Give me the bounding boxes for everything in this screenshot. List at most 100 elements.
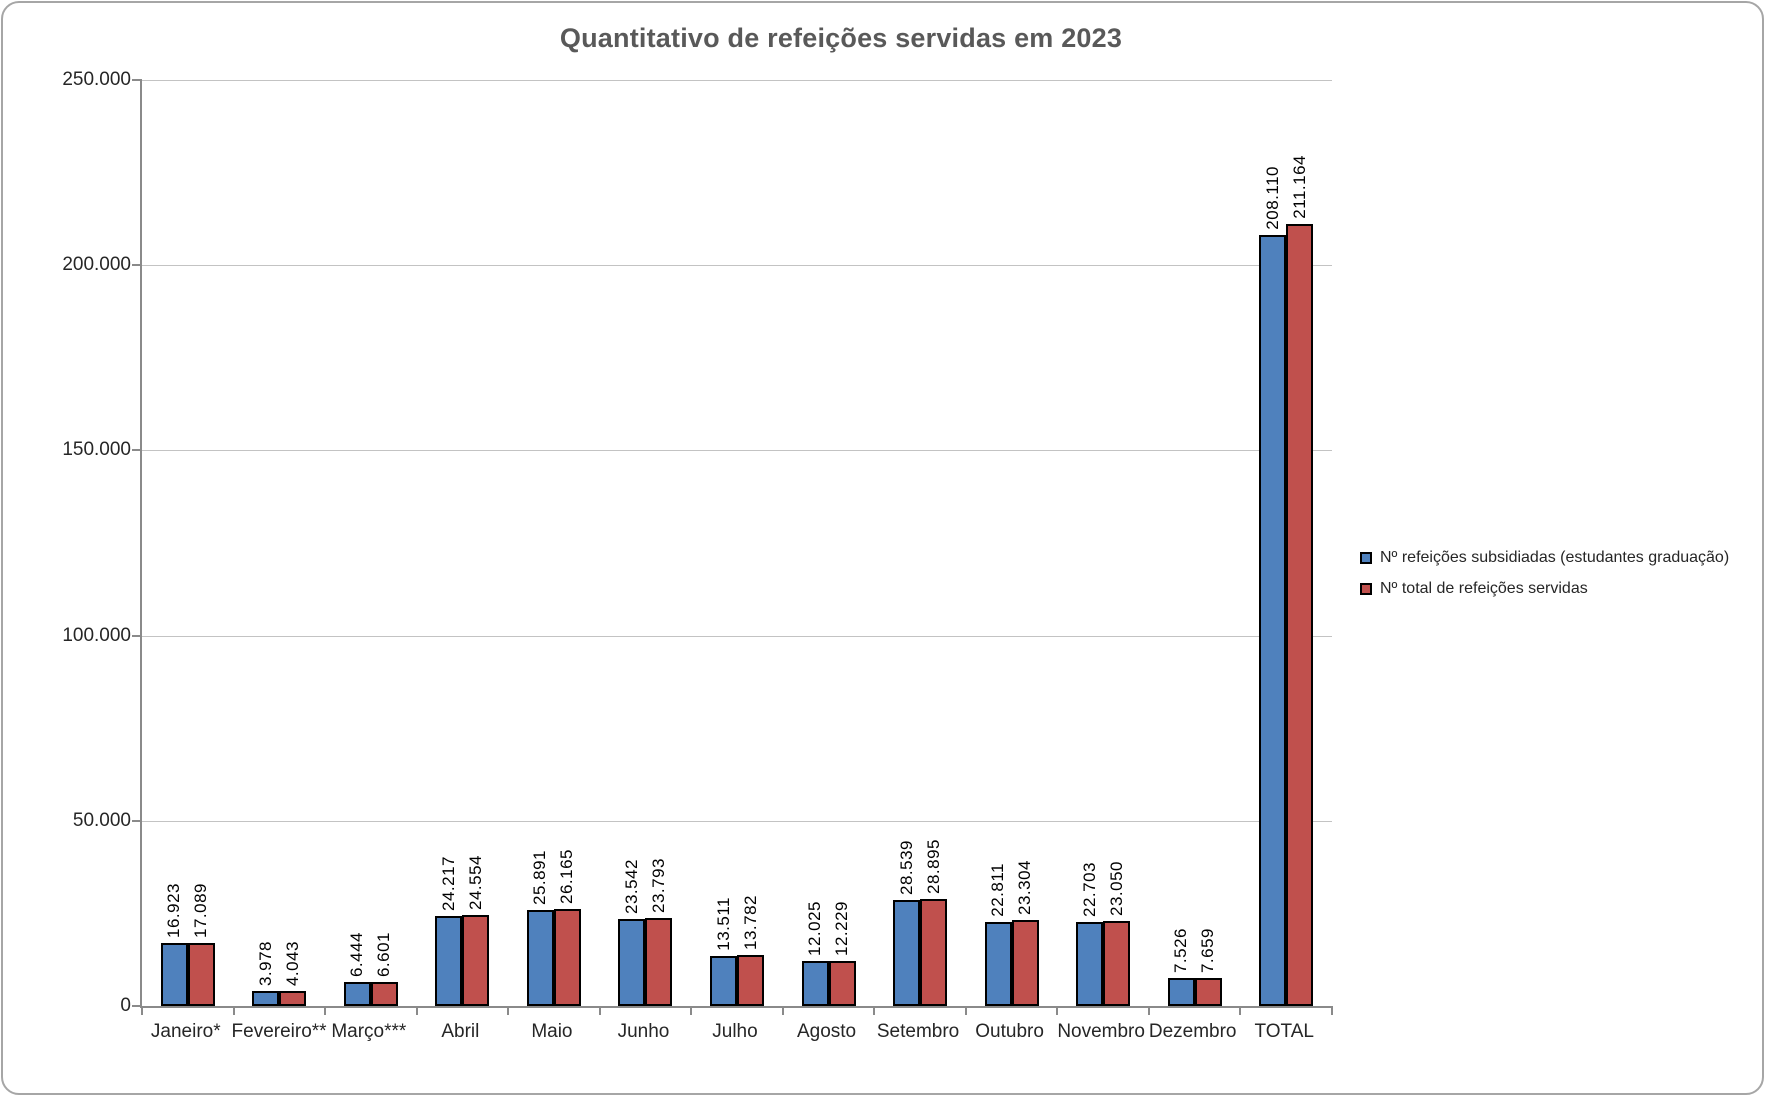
bar-subsidiadas	[526, 910, 554, 1006]
bar-total	[462, 915, 490, 1006]
bar-total	[370, 982, 398, 1006]
bar-total	[187, 943, 215, 1006]
y-tick-label: 50.000	[72, 809, 131, 831]
bar-total	[1194, 978, 1222, 1006]
value-label: 12.025	[805, 901, 825, 956]
bar-subsidiadas	[160, 943, 188, 1006]
value-label: 22.811	[988, 863, 1008, 917]
value-label: 24.217	[438, 856, 458, 911]
legend-marker-red	[1360, 583, 1372, 595]
bar-total	[1286, 224, 1314, 1006]
x-axis-tick	[324, 1006, 327, 1015]
y-axis-tick	[132, 264, 142, 267]
y-axis-tick	[132, 819, 142, 822]
legend-label-subsidiadas: Nº refeições subsidiadas (estudantes gra…	[1380, 549, 1730, 566]
bar-subsidiadas	[252, 991, 280, 1006]
value-label: 17.089	[191, 883, 211, 938]
y-tick-label: 0	[120, 995, 131, 1016]
bar-subsidiadas	[893, 900, 921, 1006]
x-category-label: Fevereiro**	[231, 1021, 327, 1042]
value-label: 23.793	[648, 858, 668, 913]
value-label: 7.526	[1171, 927, 1191, 973]
x-axis-tick	[1056, 1006, 1059, 1015]
gridline	[142, 450, 1332, 452]
value-label: 4.043	[282, 940, 302, 986]
x-axis-tick	[141, 1006, 143, 1015]
x-axis-tick	[1239, 1006, 1242, 1015]
value-label: 13.511	[713, 897, 733, 951]
value-label: 28.895	[923, 839, 943, 894]
x-category-label: Maio	[531, 1021, 573, 1042]
x-category-label: Agosto	[796, 1021, 857, 1042]
value-label: 6.444	[347, 931, 367, 977]
bar-subsidiadas	[618, 919, 646, 1006]
x-axis-tick	[1147, 1006, 1150, 1015]
chart-title: Quantitativo de refeições servidas em 20…	[559, 23, 1123, 53]
value-label: 13.782	[740, 895, 760, 950]
value-label: 6.601	[374, 931, 394, 977]
x-category-label: Março***	[331, 1021, 407, 1042]
bar-subsidiadas	[343, 982, 371, 1006]
gridline	[142, 635, 1332, 637]
x-axis-tick	[873, 1006, 876, 1015]
x-category-label: Julho	[712, 1021, 758, 1042]
bar-total	[828, 961, 856, 1006]
value-label: 7.659	[1198, 927, 1218, 973]
x-category-label: Novembro	[1057, 1021, 1145, 1042]
bar-subsidiadas	[801, 961, 829, 1006]
value-label: 22.703	[1079, 862, 1099, 917]
x-axis-tick	[415, 1006, 418, 1015]
x-category-label: Janeiro*	[150, 1021, 221, 1042]
legend-item: Nº refeições subsidiadas (estudantes gra…	[1360, 549, 1729, 567]
value-label: 16.923	[164, 883, 184, 938]
bar-subsidiadas	[1076, 922, 1104, 1006]
value-label: 23.050	[1106, 861, 1126, 916]
value-label: 211.164	[1289, 155, 1309, 219]
x-category-label: Setembro	[876, 1021, 960, 1042]
y-axis-tick	[132, 634, 142, 637]
gridline	[142, 80, 1332, 81]
plot-area: 16.923 3.978 6.444 24.217 25.891 23.542 13.511…	[132, 79, 1333, 1015]
y-axis-tick	[132, 1005, 142, 1007]
legend-marker-blue	[1360, 552, 1372, 564]
x-category-label: TOTAL	[1254, 1021, 1314, 1042]
bar-total	[920, 899, 948, 1006]
value-label: 3.978	[255, 940, 275, 986]
bar-total	[553, 909, 581, 1006]
bar-subsidiadas	[710, 956, 737, 1006]
bar-total	[1103, 921, 1131, 1006]
value-label: 25.891	[530, 850, 550, 905]
x-category-label: Junho	[617, 1021, 670, 1042]
legend-label-total: Nº total de refeições servidas	[1380, 580, 1588, 597]
gridline	[142, 265, 1332, 267]
bar-subsidiadas	[435, 916, 463, 1006]
bar-total	[1011, 920, 1039, 1006]
x-axis-tick	[1331, 1006, 1333, 1015]
value-label: 23.542	[621, 859, 641, 914]
gridline	[142, 820, 1332, 822]
y-tick-label: 100.000	[62, 624, 131, 646]
bar-total	[279, 991, 307, 1006]
value-label: 24.554	[465, 855, 485, 910]
value-label: 23.304	[1015, 860, 1035, 915]
x-axis-tick	[964, 1006, 967, 1015]
y-tick-label: 200.000	[62, 254, 131, 276]
legend: Nº refeições subsidiadas (estudantes gra…	[1360, 549, 1729, 598]
y-axis-tick	[132, 449, 142, 452]
y-tick-label: 250.000	[62, 69, 131, 90]
x-axis-tick	[781, 1006, 784, 1015]
legend-item: Nº total de refeições servidas	[1360, 580, 1729, 598]
bar-subsidiadas	[1167, 978, 1195, 1006]
bar-subsidiadas	[1259, 235, 1287, 1006]
x-category-label: Abril	[441, 1021, 480, 1042]
value-label: 12.229	[832, 901, 852, 956]
bar-subsidiadas	[984, 922, 1012, 1006]
x-axis-tick	[598, 1006, 601, 1015]
bar-total	[645, 918, 673, 1006]
bar-total	[737, 955, 764, 1006]
x-category-label: Outubro	[975, 1021, 1044, 1042]
x-axis-tick	[507, 1006, 510, 1015]
value-label: 26.165	[557, 849, 577, 904]
x-axis-tick	[232, 1006, 235, 1015]
